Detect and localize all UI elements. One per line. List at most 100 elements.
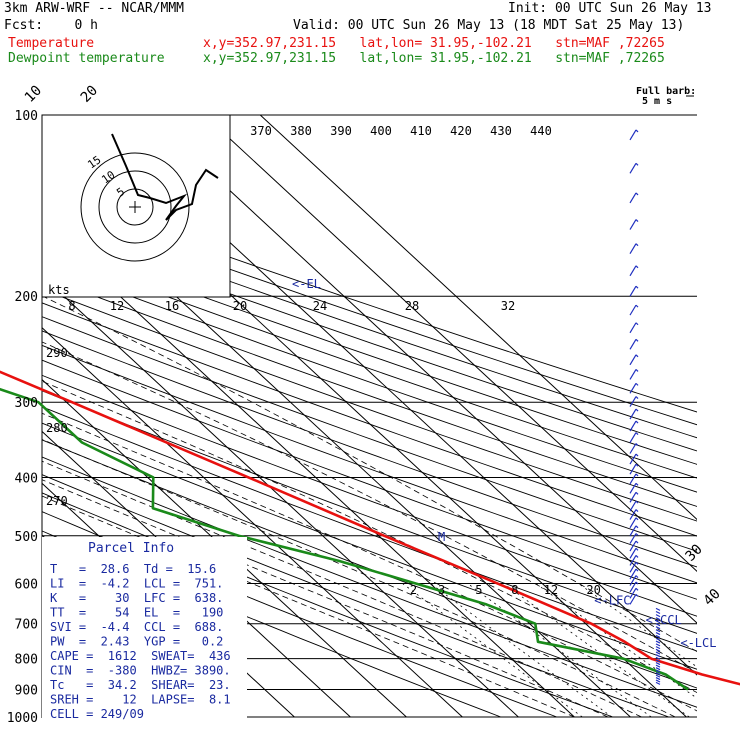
- speed-axis-label: 28: [405, 299, 419, 313]
- wind-barb-staff: [635, 547, 639, 551]
- wind-barb-low: [655, 667, 661, 671]
- parcel-info-row: SREH = 12 LAPSE= 8.1: [50, 693, 231, 707]
- isotherm-label: 10: [22, 83, 45, 106]
- speed-axis-label: 12: [110, 299, 124, 313]
- wind-barb-staff: [635, 443, 639, 446]
- mixing-ratio-label: 3: [438, 583, 445, 597]
- dry-adiabat: [42, 422, 697, 670]
- wind-barb: [629, 304, 637, 316]
- wind-barb: [629, 453, 637, 465]
- wind-barb: [629, 383, 637, 394]
- isotherm-line: [42, 275, 519, 718]
- wind-barb: [629, 533, 637, 544]
- parcel-info-row: Tc = 34.2 SHEAR= 23.: [50, 678, 231, 692]
- wind-barb-staff: [635, 285, 639, 289]
- wind-barb: [629, 568, 637, 580]
- wind-barb: [629, 243, 637, 255]
- wind-barb: [629, 285, 637, 297]
- parcel-info-row: CELL = 249/09: [50, 707, 144, 721]
- wind-barb: [629, 354, 637, 366]
- hodograph-trace: [111, 133, 219, 221]
- wind-barb-low: [655, 617, 661, 621]
- speed-axis-label: 32: [501, 299, 515, 313]
- wind-barb-low: [655, 656, 661, 660]
- theta-e-label: 430: [490, 124, 512, 138]
- dry-adiabat: [42, 201, 697, 426]
- mixing-ratio-label: 12: [544, 583, 558, 597]
- dry-adiabat: [42, 374, 697, 617]
- level-marker: M: [438, 530, 445, 544]
- dry-adiabat: [42, 390, 697, 634]
- wind-barb-low: [655, 614, 661, 618]
- wind-barb: [629, 517, 637, 529]
- wind-barb-staff: [635, 129, 639, 133]
- parcel-info-row: K = 30 LFC = 638.: [50, 591, 223, 605]
- wind-barb-low: [655, 607, 661, 611]
- wind-barb-staff: [635, 517, 639, 521]
- theta-label: 290: [46, 346, 68, 360]
- wind-barb-staff: [635, 396, 639, 399]
- wind-barb-low: [655, 681, 661, 685]
- wind-barb-staff: [635, 473, 639, 477]
- pressure-label: 700: [15, 618, 38, 633]
- model-title: 3km ARW-WRF -- NCAR/MMM: [4, 1, 185, 16]
- isotherm-line: [42, 223, 575, 718]
- theta-label: 280: [46, 421, 68, 435]
- speed-axis-label: 8: [68, 299, 75, 313]
- wind-barb-low: [655, 679, 661, 683]
- pressure-label: 100: [15, 109, 38, 124]
- moist-adiabat: [42, 295, 697, 653]
- wind-barb-low: [655, 637, 661, 641]
- wind-barb: [629, 482, 637, 494]
- dry-adiabat: [42, 302, 697, 537]
- mixing-ratio-line: [503, 583, 690, 718]
- wind-barb: [629, 463, 637, 475]
- wind-barb: [629, 525, 637, 537]
- hodograph-box: [41, 114, 231, 298]
- wind-barb: [629, 473, 637, 485]
- wind-barb-low: [655, 662, 661, 666]
- theta-e-label: 370: [250, 124, 272, 138]
- pressure-label: 1000: [7, 711, 38, 726]
- wind-barb-staff: [635, 382, 639, 386]
- isotherm-label: 40: [701, 586, 724, 609]
- wind-barb-staff: [635, 561, 639, 565]
- dewpoint-location: x,y=352.97,231.15 lat,lon= 31.95,-102.21…: [203, 51, 665, 66]
- wind-barb: [629, 500, 637, 512]
- isotherm-label: 20: [78, 83, 101, 106]
- pressure-label: 800: [15, 653, 38, 668]
- mixing-ratio-line: [430, 583, 613, 718]
- dry-adiabat: [42, 474, 669, 718]
- wind-barb-staff: [635, 162, 639, 166]
- theta-e-label: 410: [410, 124, 432, 138]
- wind-barb-staff: [635, 491, 639, 495]
- isotherm-line: [147, 115, 697, 624]
- parcel-info-box: [42, 537, 247, 718]
- wind-barb-low: [655, 634, 661, 638]
- parcel-info-row: CAPE = 1612 SWEAT= 436: [50, 649, 231, 663]
- wind-barb: [629, 408, 637, 420]
- dewpoint-line: [0, 387, 689, 691]
- pressure-label: 500: [15, 530, 38, 545]
- pressure-label: 600: [15, 577, 38, 592]
- temperature-legend: Temperature: [8, 36, 95, 51]
- parcel-info-row: PW = 2.43 YGP = 0.2: [50, 635, 223, 649]
- wind-barb-staff: [635, 354, 639, 358]
- moist-adiabat: [42, 380, 697, 694]
- dry-adiabat: [42, 212, 697, 439]
- wind-barb-staff: [635, 500, 639, 504]
- wind-barb-low: [655, 664, 661, 668]
- wind-barb: [629, 432, 637, 443]
- wind-barb: [629, 192, 637, 204]
- wind-barb-low: [655, 610, 661, 615]
- theta-e-label: 400: [370, 124, 392, 138]
- mixing-ratio-label: 5: [475, 583, 482, 597]
- wind-barb: [629, 581, 637, 593]
- forecast-hour: Fcst: 0 h: [4, 18, 98, 33]
- dry-adiabat: [42, 225, 697, 452]
- wind-barb: [629, 587, 637, 599]
- wind-barb: [629, 163, 637, 174]
- isotherm-line: [203, 115, 697, 572]
- wind-barb-staff: [635, 322, 639, 326]
- wind-barb: [629, 129, 637, 141]
